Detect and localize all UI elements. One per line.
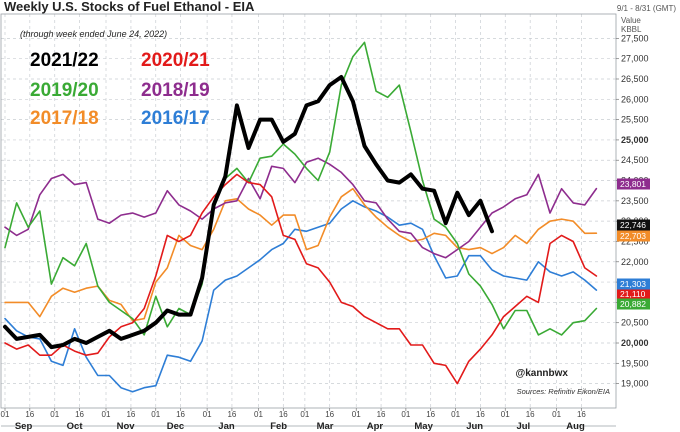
plot-frame [0, 13, 617, 409]
end-value-badge [617, 288, 650, 300]
y-unit-kbbl-label: KBBL [621, 25, 642, 34]
x-day-tick-label: 16 [476, 410, 485, 419]
end-value-text: 21,110 [620, 289, 646, 299]
y-tick-label: 25,500 [621, 115, 649, 125]
y-tick-label: 20,000 [621, 338, 649, 348]
x-month-label: Apr [367, 421, 384, 432]
x-day-tick-label: 01 [203, 410, 212, 419]
x-day-tick-label: 16 [577, 410, 586, 419]
end-value-badge [617, 219, 650, 231]
source-note: Sources: Refinitiv Eikon/EIA [517, 387, 610, 396]
x-day-tick-label: 16 [75, 410, 84, 419]
x-day-tick-label: 01 [151, 410, 160, 419]
legend-entry-2020-21: 2020/21 [141, 50, 210, 71]
x-month-label: Jun [466, 421, 483, 432]
y-tick-label: 19,500 [621, 358, 649, 368]
y-tick-label: 19,000 [621, 379, 649, 389]
x-month-label: Sep [15, 421, 33, 432]
x-day-tick-label: 01 [451, 410, 460, 419]
x-day-tick-label: 16 [176, 410, 185, 419]
legend-entry-2021-22: 2021/22 [30, 50, 99, 71]
end-value-badge [617, 178, 650, 190]
x-day-tick-label: 01 [102, 410, 111, 419]
legend: 2021/22 2020/21 2019/20 2018/19 2017/18 2016/… [30, 50, 210, 129]
legend-entry-2016-17: 2016/17 [141, 108, 210, 129]
x-month-label: Feb [270, 421, 287, 432]
x-month-label: Oct [67, 421, 84, 432]
x-month-label: Aug [566, 421, 585, 432]
x-day-tick-label: 01 [1, 410, 10, 419]
x-month-label: Jul [516, 421, 530, 432]
x-day-tick-label: 16 [126, 410, 135, 419]
x-day-tick-label: 16 [426, 410, 435, 419]
series-line-2018-19 [4, 157, 598, 259]
x-month-label: Dec [167, 421, 184, 432]
x-day-tick-label: 16 [227, 410, 236, 419]
chart-subtitle: (through week ended June 24, 2022) [20, 29, 167, 39]
author-handle: @kannbwx [515, 368, 568, 379]
x-day-tick-label: 01 [300, 410, 309, 419]
x-day-tick-label: 01 [401, 410, 410, 419]
x-day-tick-label: 01 [50, 410, 59, 419]
end-value-text: 22,746 [620, 220, 646, 230]
end-value-badge [617, 230, 650, 242]
x-day-tick-label: 16 [279, 410, 288, 419]
x-month-label: Jan [218, 421, 235, 432]
legend-entry-2018-19: 2018/19 [141, 80, 210, 101]
end-value-text: 22,703 [620, 231, 646, 241]
series-line-2020-21 [4, 173, 598, 385]
y-tick-label: 22,000 [621, 257, 649, 267]
series-line-2021-22 [3, 75, 494, 350]
y-tick-label: 20,500 [621, 318, 649, 328]
chart-title: Weekly U.S. Stocks of Fuel Ethanol - EIA [4, 0, 255, 14]
x-day-tick-label: 01 [254, 410, 263, 419]
x-day-tick-label: 01 [552, 410, 561, 419]
x-day-tick-label: 16 [377, 410, 386, 419]
y-tick-label: 27,500 [621, 33, 649, 43]
y-unit-value-label: Value [621, 16, 641, 25]
x-day-tick-label: 16 [526, 410, 535, 419]
y-tick-label: 27,000 [621, 54, 649, 64]
x-day-tick-label: 16 [25, 410, 34, 419]
x-month-label: Mar [317, 421, 334, 432]
series-line-2019-20 [4, 41, 598, 336]
y-tick-label: 26,500 [621, 74, 649, 84]
end-value-badge [617, 298, 650, 310]
x-month-label: Nov [117, 421, 136, 432]
y-tick-label: 25,000 [621, 135, 649, 145]
y-tick-label: 26,000 [621, 94, 649, 104]
y-tick-label: 23,500 [621, 196, 649, 206]
y-tick-label: 24,500 [621, 155, 649, 165]
date-range-label: 9/1 - 8/31 (GMT) [617, 4, 676, 13]
legend-entry-2017-18: 2017/18 [30, 108, 99, 129]
series-lines [3, 41, 598, 393]
end-value-text: 20,882 [620, 299, 646, 309]
end-value-text: 23,801 [620, 179, 646, 189]
x-month-label: May [414, 421, 433, 432]
x-axis-ticks: 01 16 01 16 01 16 01 16 01 16 01 16 01 16 01 16 01 16 01 16… [1, 408, 586, 432]
end-value-text: 21,303 [620, 279, 646, 289]
gridlines [1, 14, 616, 408]
legend-entry-2019-20: 2019/20 [30, 80, 99, 101]
x-day-tick-label: 16 [325, 410, 334, 419]
x-day-tick-label: 01 [501, 410, 510, 419]
x-day-tick-label: 01 [352, 410, 361, 419]
end-value-badge [617, 278, 650, 290]
